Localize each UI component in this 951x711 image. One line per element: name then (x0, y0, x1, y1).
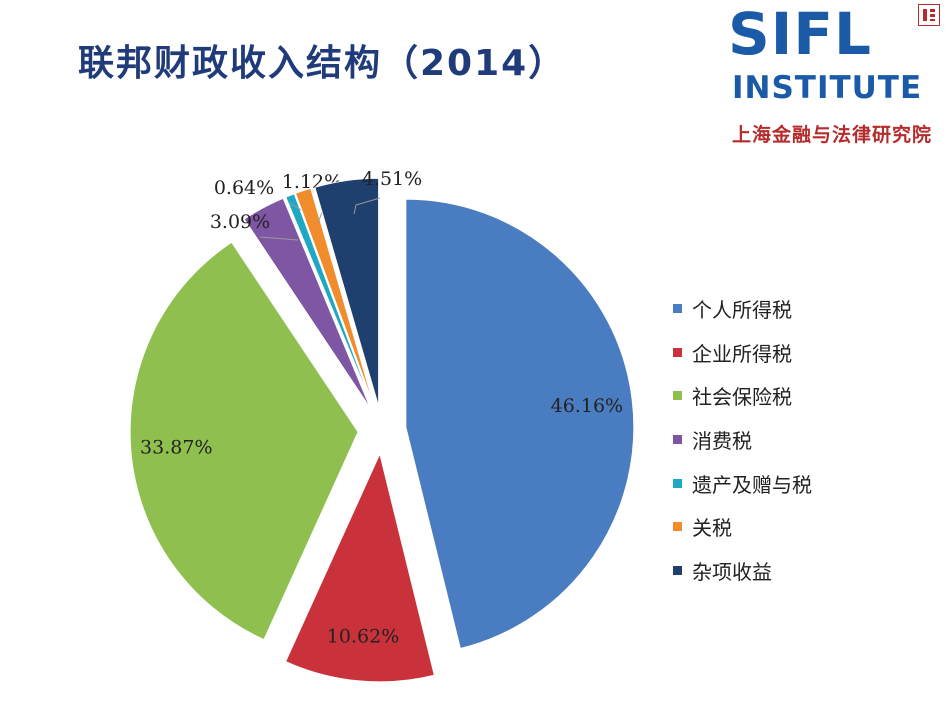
legend-label: 社会保险税 (692, 381, 792, 410)
legend-item: 个人所得税 (673, 287, 812, 331)
legend-swatch (673, 391, 682, 400)
data-label-2: 10.62% (327, 626, 399, 648)
legend-item: 社会保险税 (673, 374, 812, 418)
data-label-3: 33.87% (140, 437, 212, 459)
legend-label: 杂项收益 (692, 556, 772, 585)
legend-item: 关税 (673, 505, 812, 549)
legend-label: 消费税 (692, 425, 752, 454)
legend-label: 遗产及赠与税 (692, 469, 812, 498)
chart-legend: 个人所得税企业所得税社会保险税消费税遗产及赠与税 关税杂项收益 (673, 287, 812, 592)
legend-swatch (673, 479, 682, 488)
legend-label: 关税 (692, 512, 732, 541)
data-label-1: 46.16% (551, 395, 623, 417)
legend-label: 企业所得税 (692, 338, 792, 367)
data-label-5: 0.64% (214, 177, 274, 199)
legend-swatch (673, 522, 682, 531)
legend-swatch (673, 435, 682, 444)
legend-label: 个人所得税 (692, 294, 792, 323)
pie-slice-1 (406, 199, 634, 648)
legend-item: 消费税 (673, 418, 812, 462)
data-label-4: 3.09% (210, 211, 270, 233)
legend-item: 企业所得税 (673, 331, 812, 375)
legend-item: 杂项收益 (673, 549, 812, 593)
legend-swatch (673, 304, 682, 313)
legend-swatch (673, 566, 682, 575)
legend-swatch (673, 348, 682, 357)
legend-item: 遗产及赠与税 (673, 461, 812, 505)
data-label-7: 4.51% (362, 168, 422, 190)
